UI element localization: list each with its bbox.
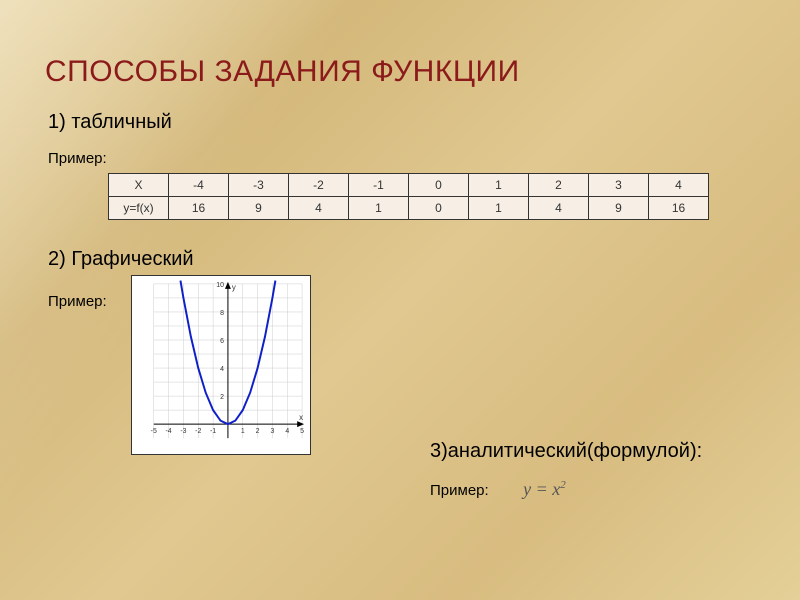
table-cell: 3 xyxy=(589,174,649,197)
table-header-row: X -4 -3 -2 -1 0 1 2 3 4 xyxy=(109,174,709,197)
svg-text:2: 2 xyxy=(256,428,260,435)
svg-text:4: 4 xyxy=(220,366,224,373)
slide-title: СПОСОБЫ ЗАДАНИЯ ФУНКЦИИ xyxy=(0,0,800,89)
section3-heading: 3)аналитический(формулой): xyxy=(430,440,702,463)
svg-text:1: 1 xyxy=(241,428,245,435)
function-table: X -4 -3 -2 -1 0 1 2 3 4 y=f(x) 16 9 4 1 … xyxy=(108,173,709,220)
section2-example-label: Пример: xyxy=(0,275,107,310)
table-cell: X xyxy=(109,174,169,197)
svg-text:-2: -2 xyxy=(195,428,201,435)
table-cell: y=f(x) xyxy=(109,197,169,220)
table-cell: 1 xyxy=(469,174,529,197)
table-cell: 16 xyxy=(649,197,709,220)
table-cell: 2 xyxy=(529,174,589,197)
svg-text:-4: -4 xyxy=(166,428,172,435)
table-cell: 0 xyxy=(409,197,469,220)
table-cell: 4 xyxy=(649,174,709,197)
svg-text:10: 10 xyxy=(216,282,224,289)
table-cell: -2 xyxy=(289,174,349,197)
svg-text:-1: -1 xyxy=(210,428,216,435)
table-cell: 4 xyxy=(289,197,349,220)
table-cell: 9 xyxy=(229,197,289,220)
svg-text:5: 5 xyxy=(300,428,304,435)
svg-text:3: 3 xyxy=(271,428,275,435)
chart-svg: 2 4 6 8 10 -5 -4 -3 -2 -1 1 2 3 4 5 x y xyxy=(132,276,310,454)
svg-text:4: 4 xyxy=(285,428,289,435)
section1-example-label: Пример: xyxy=(0,134,800,167)
table-cell: 1 xyxy=(349,197,409,220)
section3-example-label: Пример: xyxy=(430,482,489,499)
section2-heading: 2) Графический xyxy=(0,220,800,271)
formula-exponent: 2 xyxy=(560,479,566,491)
table-cell: 0 xyxy=(409,174,469,197)
table-cell: 16 xyxy=(169,197,229,220)
table-cell: -4 xyxy=(169,174,229,197)
svg-text:-5: -5 xyxy=(151,428,157,435)
parabola-chart: 2 4 6 8 10 -5 -4 -3 -2 -1 1 2 3 4 5 x y xyxy=(131,275,311,455)
svg-text:6: 6 xyxy=(220,338,224,345)
table-cell: 4 xyxy=(529,197,589,220)
svg-text:y: y xyxy=(232,283,236,292)
svg-text:2: 2 xyxy=(220,394,224,401)
svg-text:8: 8 xyxy=(220,310,224,317)
table-container: X -4 -3 -2 -1 0 1 2 3 4 y=f(x) 16 9 4 1 … xyxy=(0,167,800,220)
section3-container: 3)аналитический(формулой): Пример: y = x… xyxy=(430,440,702,500)
table-cell: -3 xyxy=(229,174,289,197)
svg-text:x: x xyxy=(299,413,303,422)
table-data-row: y=f(x) 16 9 4 1 0 1 4 9 16 xyxy=(109,197,709,220)
formula: y = x2 xyxy=(523,479,566,500)
table-cell: -1 xyxy=(349,174,409,197)
section1-heading: 1) табличный xyxy=(0,89,800,134)
formula-base: y = x xyxy=(523,479,560,499)
table-cell: 1 xyxy=(469,197,529,220)
table-cell: 9 xyxy=(589,197,649,220)
svg-text:-3: -3 xyxy=(180,428,186,435)
